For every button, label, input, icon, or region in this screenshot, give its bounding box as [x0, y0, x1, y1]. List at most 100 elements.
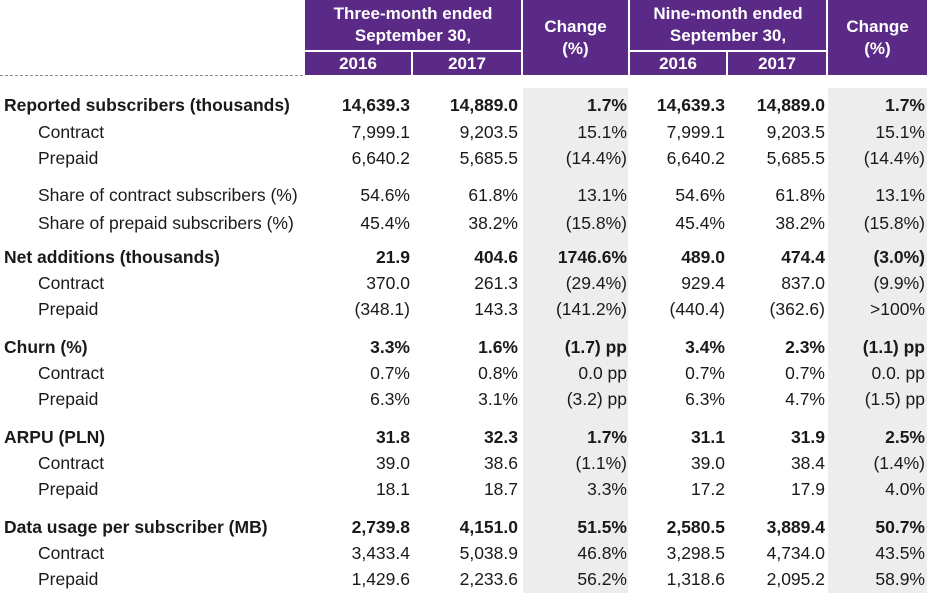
row-label: Contract — [38, 453, 105, 473]
row-value: 3,433.4 — [351, 543, 410, 563]
row-value: 38.4 — [790, 453, 825, 473]
row-value: 6.3% — [370, 389, 410, 409]
row-value: (14.4%) — [863, 148, 925, 168]
row-value: 4,734.0 — [766, 543, 825, 563]
row-value: 56.2% — [577, 569, 627, 589]
table-row: Contract 0.7% 0.8% 0.0 pp 0.7% 0.7% 0.0. pp — [0, 360, 929, 386]
table-row: Prepaid (348.1) 143.3 (141.2%) (440.4) (362.6… — [0, 296, 929, 322]
row-value: 1.7% — [587, 95, 627, 115]
row-value: 474.4 — [781, 247, 825, 267]
row-value: 2,580.5 — [666, 517, 725, 537]
row-value: 5,038.9 — [459, 543, 518, 563]
row-value: 2,739.8 — [351, 517, 410, 537]
row-value: 1.6% — [478, 337, 518, 357]
row-value: 5,685.5 — [766, 148, 825, 168]
row-value: 261.3 — [474, 273, 518, 293]
row-value: 13.1% — [577, 185, 627, 205]
row-value: 3.3% — [587, 479, 627, 499]
row-label: Contract — [38, 273, 105, 293]
table-row: Prepaid 1,429.6 2,233.6 56.2% 1,318.6 2,095.2… — [0, 566, 929, 592]
row-value: 1746.6% — [557, 247, 627, 267]
header-change-line2: (%) — [864, 38, 891, 58]
row-value: 2,095.2 — [766, 569, 825, 589]
row-value: 14,889.0 — [449, 95, 518, 115]
row-value: 50.7% — [875, 517, 925, 537]
row-value: 489.0 — [681, 247, 725, 267]
row-value: 4.0% — [885, 479, 925, 499]
row-label: Reported subscribers (thousands) — [4, 95, 290, 115]
row-value: 6,640.2 — [351, 148, 410, 168]
row-value: 9,203.5 — [766, 122, 825, 142]
row-value: 6.3% — [685, 389, 725, 409]
row-value: (362.6) — [769, 299, 825, 319]
row-value: 45.4% — [675, 213, 725, 233]
row-value: 3.1% — [478, 389, 518, 409]
row-label: Prepaid — [38, 479, 99, 499]
table-row: Contract 39.0 38.6 (1.1%) 39.0 38.4 (1.4%) — [0, 450, 929, 476]
table-row: Share of prepaid subscribers (%) 45.4% 38.… — [0, 210, 929, 236]
row-value: 404.6 — [474, 247, 518, 267]
row-value: 2,233.6 — [459, 569, 518, 589]
table-row: Prepaid 18.1 18.7 3.3% 17.2 17.9 4.0% — [0, 476, 929, 502]
row-value: 0.0. pp — [871, 363, 925, 383]
table-row: Prepaid 6.3% 3.1% (3.2) pp 6.3% 4.7% (1.5) pp — [0, 386, 929, 412]
table-row: Data usage per subscriber (MB) 2,739.8 4,1… — [0, 514, 929, 540]
row-value: (1.7) pp — [564, 337, 627, 357]
change-column-shade — [523, 88, 628, 593]
row-label: Prepaid — [38, 148, 99, 168]
row-value: 17.9 — [790, 479, 825, 499]
row-value: 3,889.4 — [766, 517, 825, 537]
row-value: 31.9 — [790, 427, 825, 447]
row-value: (15.8%) — [565, 213, 627, 233]
row-value: 1.7% — [587, 427, 627, 447]
row-value: 61.8% — [775, 185, 825, 205]
row-value: 38.6 — [483, 453, 518, 473]
row-value: (1.5) pp — [864, 389, 925, 409]
table-row: Churn (%) 3.3% 1.6% (1.7) pp 3.4% 2.3% (1.1) p… — [0, 334, 929, 360]
row-value: 2.5% — [885, 427, 925, 447]
row-label: Contract — [38, 363, 105, 383]
row-value: 21.9 — [375, 247, 410, 267]
row-value: (141.2%) — [555, 299, 627, 319]
row-value: 5,685.5 — [459, 148, 518, 168]
row-value: 38.2% — [468, 213, 518, 233]
row-value: 14,639.3 — [656, 95, 725, 115]
header-year-2016-q: 2016 — [305, 52, 411, 75]
row-value: 14,639.3 — [341, 95, 410, 115]
header-change-line1: Change — [846, 16, 909, 36]
row-value: 18.7 — [483, 479, 518, 499]
row-value: 15.1% — [875, 122, 925, 142]
table-row: Contract 3,433.4 5,038.9 46.8% 3,298.5 4,734.… — [0, 540, 929, 566]
row-label: Data usage per subscriber (MB) — [4, 517, 268, 537]
row-label: Prepaid — [38, 299, 99, 319]
row-label: Contract — [38, 543, 105, 563]
row-value: 13.1% — [875, 185, 925, 205]
row-value: 4.7% — [785, 389, 825, 409]
row-value: 7,999.1 — [666, 122, 725, 142]
row-value: 2.3% — [785, 337, 825, 357]
row-value: 4,151.0 — [459, 517, 518, 537]
row-label: Prepaid — [38, 389, 99, 409]
row-value: 45.4% — [360, 213, 410, 233]
row-value: 837.0 — [781, 273, 825, 293]
row-value: 51.5% — [577, 517, 627, 537]
row-value: 58.9% — [875, 569, 925, 589]
header-change-q: Change (%) — [523, 0, 628, 75]
row-value: 15.1% — [577, 122, 627, 142]
row-value: 0.7% — [785, 363, 825, 383]
row-value: 39.0 — [375, 453, 410, 473]
row-value: 54.6% — [360, 185, 410, 205]
row-value: 1.7% — [885, 95, 925, 115]
row-value: (1.1%) — [575, 453, 627, 473]
header-three-month: Three-month ended September 30, — [305, 0, 521, 50]
row-value: 39.0 — [690, 453, 725, 473]
header-change-line2: (%) — [562, 38, 589, 58]
row-value: 32.3 — [483, 427, 518, 447]
row-value: 1,429.6 — [351, 569, 410, 589]
row-value: 7,999.1 — [351, 122, 410, 142]
header-year-label: 2016 — [659, 53, 697, 73]
row-value: 3,298.5 — [666, 543, 725, 563]
row-value: 3.3% — [370, 337, 410, 357]
row-value: 14,889.0 — [756, 95, 825, 115]
row-value: 929.4 — [681, 273, 725, 293]
